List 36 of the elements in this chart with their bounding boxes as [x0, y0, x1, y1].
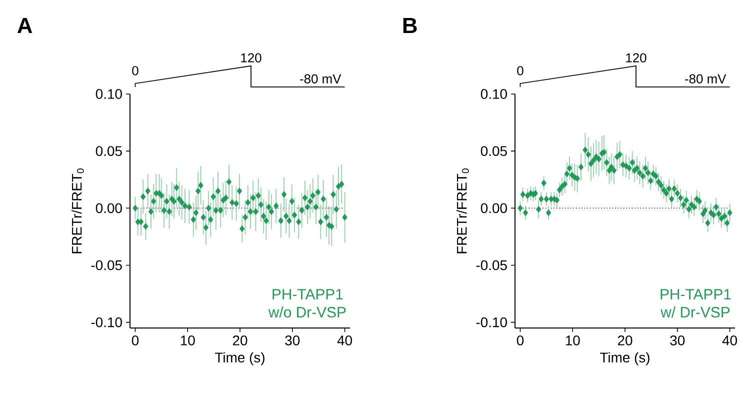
x-tick-label: 30: [670, 335, 685, 346]
x-tick-label: 10: [180, 335, 195, 346]
text: 120: [241, 53, 262, 62]
x-tick-label: 0: [132, 335, 139, 346]
x-tick-label: 40: [722, 335, 737, 346]
x-tick-label: 10: [566, 335, 580, 346]
chart-title: B: [403, 18, 417, 34]
text: -80 mV: [300, 74, 342, 84]
annotation: PH-TAPP1: [272, 289, 343, 300]
annotation: w/ Dr-VSP: [660, 306, 730, 318]
y-tick-label: 0.05: [96, 146, 122, 156]
x-tick-label: 30: [285, 335, 300, 346]
x-tick-label: 20: [232, 335, 248, 346]
x-axis-title: Time (s): [600, 352, 650, 366]
annotation: PH-TAPP1: [660, 289, 731, 300]
chart-title: A: [17, 18, 32, 34]
y-tick-label: -0.05: [476, 260, 507, 270]
y-axis-title: FRETr/FRET$_{0}$: [456, 168, 469, 254]
y-axis-title: FRETr/FRET$_{0}$: [72, 168, 84, 254]
text: 0: [132, 66, 138, 76]
x-tick-label: 40: [337, 335, 352, 346]
y-tick-label: 0.00: [480, 203, 507, 214]
text: 0: [517, 66, 524, 76]
y-tick-label: 0.00: [96, 203, 122, 214]
y-tick-label: 0.10: [480, 89, 507, 99]
y-tick-label: 0.05: [480, 146, 507, 156]
x-axis-title: Time (s): [215, 352, 264, 366]
y-tick-label: -0.10: [91, 317, 122, 328]
y-tick-label: -0.10: [476, 317, 507, 328]
text: 120: [626, 53, 646, 62]
text: -80 mV: [685, 74, 726, 84]
x-tick-label: 0: [516, 335, 524, 346]
y-tick-label: 0.10: [96, 89, 122, 99]
y-tick-label: -0.05: [91, 260, 122, 270]
annotation: w/o Dr-VSP: [268, 306, 346, 318]
x-tick-label: 20: [618, 335, 632, 346]
